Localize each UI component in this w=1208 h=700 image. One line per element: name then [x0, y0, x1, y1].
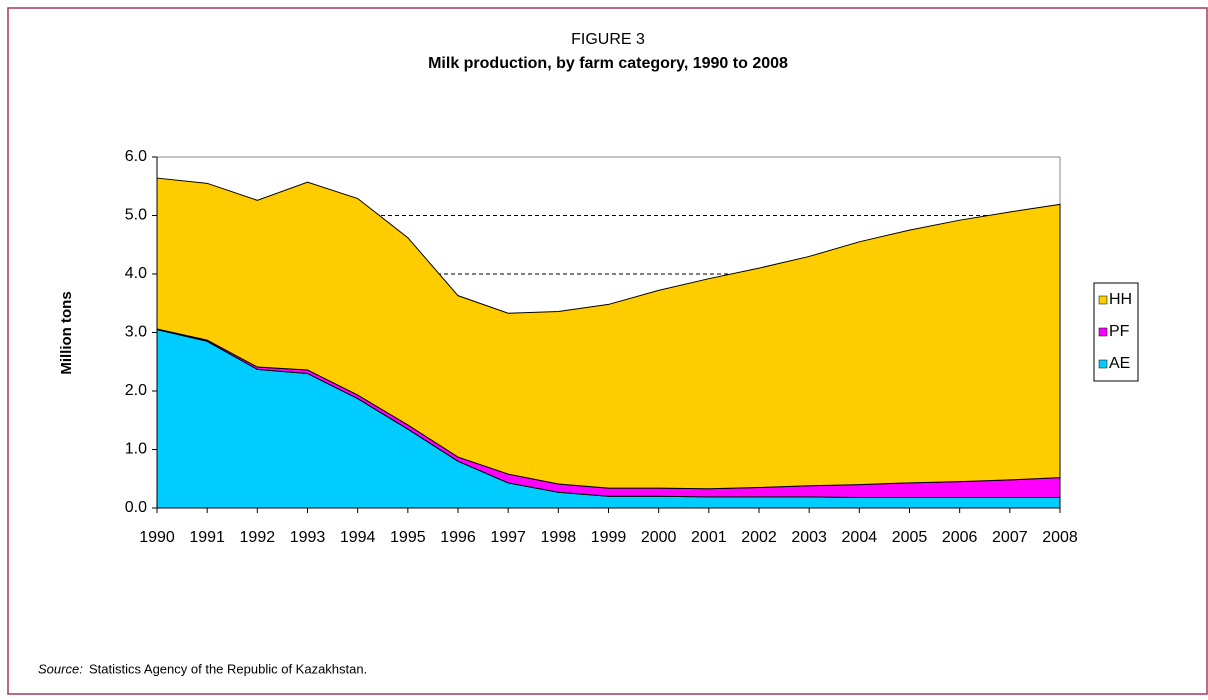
- x-tick-label: 2003: [791, 529, 827, 546]
- source-label: Source:: [38, 661, 83, 676]
- chart-title: Milk production, by farm category, 1990 …: [428, 55, 788, 72]
- x-tick-label: 2006: [942, 529, 978, 546]
- legend-label: PF: [1109, 323, 1130, 340]
- area: [156, 177, 1061, 490]
- y-axis-title: Million tons: [58, 291, 75, 374]
- source-text: Statistics Agency of the Republic of Kaz…: [89, 661, 367, 676]
- x-tick-label: 1992: [240, 529, 276, 546]
- x-tick-label: 1993: [290, 529, 326, 546]
- x-tick-label: 1998: [541, 529, 577, 546]
- legend-swatch: [1098, 359, 1108, 369]
- legend-swatch: [1098, 327, 1108, 337]
- y-tick-label: 6.0: [125, 148, 147, 165]
- y-tick-label: 1.0: [125, 441, 147, 458]
- frame: [7, 7, 1208, 695]
- y-tick-label: 3.0: [125, 324, 147, 341]
- legend-swatch: [1098, 295, 1108, 305]
- x-tick-label: 2000: [641, 529, 677, 546]
- x-tick-label: 1994: [340, 529, 376, 546]
- x-tick-label: 2005: [892, 529, 928, 546]
- x-tick-label: 1997: [490, 529, 526, 546]
- x-tick-label: 1990: [139, 529, 175, 546]
- x-tick-label: 1999: [591, 529, 627, 546]
- x-tick-label: 1995: [390, 529, 426, 546]
- x-tick-label: 1991: [189, 529, 225, 546]
- x-tick-label: 2004: [842, 529, 878, 546]
- y-tick-label: 5.0: [125, 207, 147, 224]
- x-tick-label: 2007: [992, 529, 1028, 546]
- y-tick-label: 2.0: [125, 382, 147, 399]
- figure-label: FIGURE 3: [571, 31, 645, 48]
- y-tick-label: 0.0: [125, 499, 147, 516]
- x-tick-label: 2008: [1042, 529, 1078, 546]
- x-tick-label: 2002: [741, 529, 777, 546]
- y-tick-label: 4.0: [125, 265, 147, 282]
- legend-label: AE: [1109, 355, 1130, 372]
- x-tick-label: 2001: [691, 529, 727, 546]
- x-tick-label: 1996: [440, 529, 476, 546]
- legend-label: HH: [1109, 291, 1132, 308]
